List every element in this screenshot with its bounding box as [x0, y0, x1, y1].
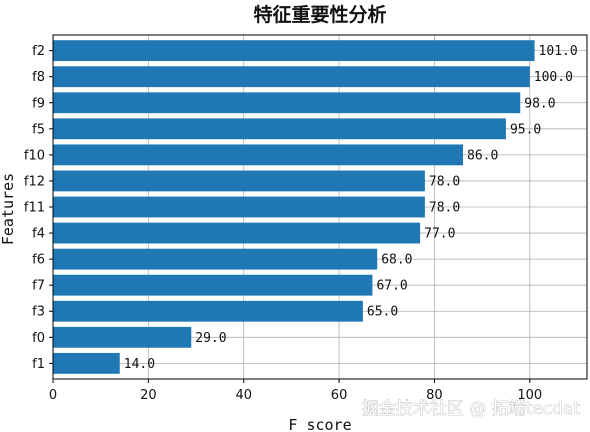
bar-f2 [53, 40, 535, 62]
data-label-f0: 29.0 [195, 331, 226, 346]
bar-f7 [53, 274, 373, 296]
bar-f9 [53, 92, 521, 114]
y-tick-labels: f2 f8 f9 f5 f10 f12 f11 f4 f6 f7 f3 f0 f1 [24, 44, 53, 372]
data-label-f4: 77.0 [424, 227, 455, 242]
x-tick-label: 80 [426, 388, 443, 403]
y-tick-label-f10: f10 [24, 148, 45, 163]
x-tick-label: 20 [140, 388, 157, 403]
data-label-f5: 95.0 [510, 122, 541, 137]
x-axis-label: F score [288, 416, 351, 432]
y-tick-label-f4: f4 [32, 227, 45, 242]
y-tick-label-f5: f5 [32, 122, 45, 137]
bar-f3 [53, 300, 363, 322]
data-label-f12: 78.0 [429, 174, 460, 189]
x-tick-labels: 0 20 40 60 80 100 [49, 379, 542, 403]
y-tick-label-f6: f6 [32, 253, 45, 268]
bar-f4 [53, 222, 421, 244]
bar-f0 [53, 326, 192, 348]
data-label-f10: 86.0 [467, 148, 498, 163]
y-tick-label-f7: f7 [32, 279, 45, 294]
data-label-f8: 100.0 [534, 70, 573, 85]
data-label-f2: 101.0 [539, 44, 578, 59]
y-tick-label-f0: f0 [32, 331, 45, 346]
data-label-f1: 14.0 [124, 357, 155, 372]
x-tick-label: 0 [49, 388, 57, 403]
data-label-f6: 68.0 [381, 253, 412, 268]
bar-f10 [53, 144, 464, 166]
watermark: 掘金技术社区 @ 拓端tecdat [362, 399, 580, 419]
y-tick-label-f3: f3 [32, 305, 45, 320]
y-tick-label-f1: f1 [32, 357, 45, 372]
y-tick-label-f11: f11 [24, 201, 45, 216]
y-tick-label-f8: f8 [32, 70, 45, 85]
x-tick-label: 40 [235, 388, 252, 403]
data-label-f7: 67.0 [376, 279, 407, 294]
bars [53, 40, 535, 374]
x-tick-label: 100 [517, 388, 542, 403]
bar-f12 [53, 170, 425, 192]
bar-f8 [53, 66, 530, 88]
data-label-f9: 98.0 [524, 96, 555, 111]
bar-f11 [53, 196, 425, 218]
chart-title: 特征重要性分析 [253, 3, 386, 26]
data-label-f3: 65.0 [367, 305, 398, 320]
data-labels: 101.0 100.0 98.0 95.0 86.0 78.0 78.0 77.0 68.0 67… [124, 44, 578, 372]
y-tick-label-f9: f9 [32, 96, 45, 111]
x-tick-label: 60 [331, 388, 348, 403]
bar-f1 [53, 352, 120, 374]
y-tick-label-f12: f12 [24, 174, 45, 189]
y-tick-label-f2: f2 [32, 44, 45, 59]
bar-f6 [53, 248, 378, 270]
bar-f5 [53, 118, 506, 140]
y-axis-label: Features [0, 173, 17, 245]
data-label-f11: 78.0 [429, 201, 460, 216]
